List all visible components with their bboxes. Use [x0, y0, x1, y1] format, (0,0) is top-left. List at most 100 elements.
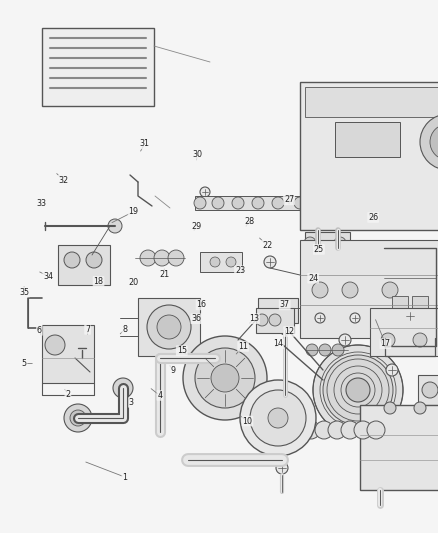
- Circle shape: [315, 421, 333, 439]
- Text: 11: 11: [238, 342, 248, 351]
- Circle shape: [404, 310, 416, 322]
- Text: 20: 20: [128, 278, 139, 287]
- Circle shape: [195, 348, 255, 408]
- Circle shape: [413, 333, 427, 347]
- Circle shape: [269, 314, 281, 326]
- Circle shape: [342, 282, 358, 298]
- Text: 2: 2: [65, 390, 71, 399]
- Text: 21: 21: [159, 270, 170, 279]
- Circle shape: [339, 334, 351, 346]
- Text: 32: 32: [58, 176, 69, 184]
- Circle shape: [252, 197, 264, 209]
- Bar: [360, 405, 438, 490]
- Text: 34: 34: [43, 272, 53, 280]
- Bar: [310, 196, 332, 210]
- Circle shape: [226, 257, 236, 267]
- Text: 3: 3: [129, 398, 134, 407]
- Circle shape: [312, 282, 328, 298]
- Text: 14: 14: [273, 340, 283, 348]
- Circle shape: [64, 404, 92, 432]
- Text: 35: 35: [19, 288, 29, 296]
- Bar: [258, 298, 298, 323]
- Circle shape: [328, 421, 346, 439]
- Text: 37: 37: [279, 301, 290, 309]
- Circle shape: [386, 364, 398, 376]
- Circle shape: [422, 382, 438, 398]
- Circle shape: [140, 250, 156, 266]
- Text: 27: 27: [284, 196, 294, 204]
- Bar: [42, 28, 154, 106]
- Bar: [392, 296, 408, 324]
- Text: 15: 15: [177, 346, 187, 355]
- Bar: [138, 298, 200, 356]
- Bar: [305, 87, 438, 117]
- Text: 30: 30: [192, 150, 202, 159]
- Circle shape: [147, 305, 191, 349]
- Circle shape: [381, 333, 395, 347]
- Bar: [300, 240, 438, 338]
- Circle shape: [367, 421, 385, 439]
- Text: 8: 8: [122, 325, 127, 334]
- Bar: [418, 375, 438, 405]
- Circle shape: [264, 256, 276, 268]
- Text: 4: 4: [157, 391, 162, 400]
- Circle shape: [280, 325, 290, 335]
- Circle shape: [45, 335, 65, 355]
- Circle shape: [414, 402, 426, 414]
- Circle shape: [210, 257, 220, 267]
- Circle shape: [75, 358, 89, 372]
- Circle shape: [334, 237, 346, 249]
- Circle shape: [86, 252, 102, 268]
- Text: 19: 19: [128, 207, 139, 216]
- Bar: [58, 245, 110, 285]
- Bar: [256, 308, 294, 333]
- Circle shape: [294, 197, 306, 209]
- Text: 31: 31: [140, 140, 149, 148]
- Bar: [42, 325, 94, 383]
- Circle shape: [250, 390, 306, 446]
- Bar: [335, 122, 400, 157]
- Text: 9: 9: [170, 366, 176, 375]
- Text: 10: 10: [243, 417, 252, 425]
- Circle shape: [384, 402, 396, 414]
- Text: 6: 6: [37, 326, 42, 335]
- Circle shape: [354, 421, 372, 439]
- Circle shape: [157, 315, 181, 339]
- Text: 26: 26: [368, 213, 378, 222]
- Circle shape: [211, 364, 239, 392]
- Text: 24: 24: [308, 274, 318, 282]
- Text: 22: 22: [262, 241, 272, 249]
- Circle shape: [200, 187, 210, 197]
- Circle shape: [240, 380, 316, 456]
- Circle shape: [304, 237, 316, 249]
- Bar: [195, 196, 313, 210]
- Circle shape: [382, 282, 398, 298]
- Circle shape: [319, 344, 331, 356]
- Circle shape: [154, 250, 170, 266]
- Text: 7: 7: [85, 325, 90, 334]
- Circle shape: [256, 314, 268, 326]
- Bar: [370, 308, 438, 356]
- Circle shape: [232, 197, 244, 209]
- Text: 33: 33: [37, 199, 46, 208]
- Circle shape: [276, 462, 288, 474]
- Circle shape: [212, 197, 224, 209]
- Text: 23: 23: [235, 266, 245, 275]
- Circle shape: [113, 378, 133, 398]
- Circle shape: [332, 344, 344, 356]
- Bar: [200, 252, 242, 272]
- Circle shape: [289, 421, 307, 439]
- Text: 5: 5: [21, 359, 27, 368]
- Text: 1: 1: [122, 473, 127, 481]
- Text: 12: 12: [284, 327, 294, 336]
- Circle shape: [302, 421, 320, 439]
- Circle shape: [183, 336, 267, 420]
- Circle shape: [306, 344, 318, 356]
- Bar: [412, 296, 428, 324]
- Text: 29: 29: [191, 222, 201, 231]
- Circle shape: [108, 219, 122, 233]
- Circle shape: [341, 421, 359, 439]
- Circle shape: [272, 197, 284, 209]
- Circle shape: [346, 378, 370, 402]
- Text: 16: 16: [197, 301, 206, 309]
